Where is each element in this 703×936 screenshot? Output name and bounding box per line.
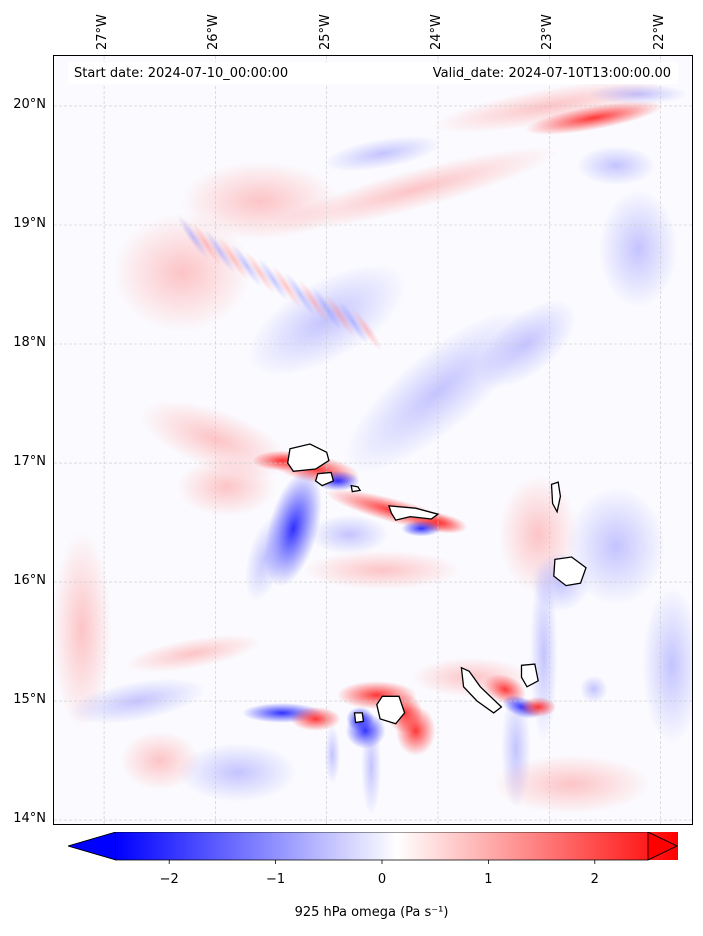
longitude-tick-label: 27°W	[95, 14, 111, 50]
omega-anomaly	[270, 145, 561, 233]
longitude-tick-label: 22°W	[651, 14, 667, 50]
gravity-wave-band	[191, 222, 222, 266]
gravity-wave-band	[257, 258, 289, 302]
colorbar-tick-label: −2	[159, 872, 179, 887]
omega-anomaly	[524, 100, 663, 135]
latitude-tick-label: 16°N	[13, 573, 46, 589]
longitude-tick-label: 23°W	[540, 14, 556, 50]
gridlines	[54, 56, 692, 824]
start-date-label: Start date: 2024-07-10_00:00:00	[74, 66, 289, 81]
omega-anomaly	[588, 84, 689, 105]
omega-anomaly	[323, 135, 442, 172]
omega-anomaly	[395, 705, 436, 756]
island-coastline	[520, 663, 539, 688]
island-coastline	[460, 666, 503, 714]
island-coastline	[388, 505, 440, 521]
omega-anomaly	[361, 716, 382, 817]
omega-anomaly	[598, 188, 679, 309]
gravity-wave-band	[217, 236, 249, 280]
omega-anomaly	[477, 299, 577, 389]
gravity-wave-band	[284, 272, 316, 316]
omega-anomaly	[68, 677, 207, 725]
omega-anomaly	[491, 754, 652, 815]
omega-anomaly	[579, 675, 608, 704]
colorbar-tick-label: 1	[484, 872, 493, 887]
omega-anomaly	[176, 456, 277, 517]
latitude-tick-label: 19°N	[13, 215, 46, 231]
latitude-tick-label: 18°N	[13, 335, 46, 350]
gravity-wave-band	[231, 243, 263, 287]
colorbar-tick-label: 2	[590, 872, 599, 887]
omega-anomaly	[112, 212, 252, 333]
omega-anomaly	[576, 145, 657, 186]
omega-anomaly	[302, 550, 463, 591]
omega-shading	[54, 78, 692, 817]
island-coastline	[350, 484, 362, 493]
colorbar-label: 925 hPa omega (Pa s⁻¹)	[294, 905, 449, 920]
gravity-wave-band	[204, 229, 236, 273]
gravity-wave-band	[351, 308, 383, 352]
omega-anomaly	[124, 634, 263, 673]
gravity-wave-band	[297, 279, 329, 323]
latitude-tick-label: 14°N	[13, 811, 46, 826]
gravity-wave-band	[271, 265, 303, 309]
island-coastline	[553, 556, 587, 587]
colorbar-extend-low	[68, 832, 117, 861]
gravity-wave-band	[244, 251, 276, 295]
omega-anomaly	[54, 529, 112, 730]
colorbar-tick-label: 0	[377, 872, 387, 887]
gravity-wave-band	[177, 215, 209, 259]
omega-anomaly	[290, 706, 341, 731]
longitude-tick-label: 26°W	[206, 14, 222, 50]
gravity-wave-band	[337, 301, 369, 345]
coastlines	[287, 443, 587, 725]
map-panel	[53, 55, 693, 825]
omega-anomaly	[641, 585, 692, 746]
longitude-tick-label: 24°W	[429, 14, 444, 50]
colorbar-tick-label: −1	[266, 872, 286, 887]
island-coastline	[287, 443, 330, 472]
date-banner	[68, 62, 678, 84]
island-coastline	[314, 471, 335, 487]
island-coastline	[353, 712, 365, 724]
latitude-tick-label: 15°N	[13, 692, 46, 708]
omega-anomaly	[177, 742, 298, 803]
colorbar-gradient	[116, 832, 678, 860]
omega-anomaly	[324, 724, 341, 785]
island-coastline	[550, 481, 562, 514]
omega-anomaly	[119, 730, 200, 791]
longitude-tick-label: 25°W	[317, 14, 333, 50]
latitude-tick-label: 20°N	[13, 96, 46, 112]
omega-anomaly	[520, 696, 557, 717]
omega-anomaly	[179, 161, 340, 242]
omega-anomaly	[566, 486, 667, 607]
omega-anomaly	[308, 514, 389, 555]
omega-anomaly	[401, 520, 442, 537]
valid-date-label: Valid_date: 2024-07-10T13:00:00.00	[432, 66, 671, 81]
latitude-tick-label: 17°N	[13, 454, 46, 470]
omega-field-map	[54, 56, 692, 824]
gravity-wave-band	[324, 293, 356, 337]
island-coastline	[376, 695, 406, 725]
omega-anomaly	[244, 514, 287, 602]
colorbar	[68, 832, 678, 864]
